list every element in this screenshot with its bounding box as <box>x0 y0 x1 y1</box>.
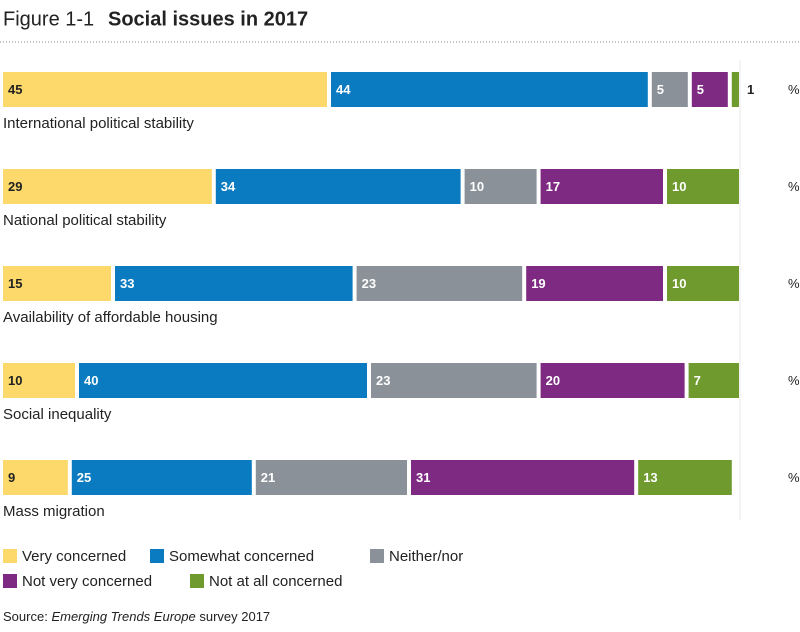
bar-segment <box>331 72 648 107</box>
bar-segment <box>667 266 739 301</box>
value-label: 13 <box>643 470 657 485</box>
bar-segment <box>3 169 212 204</box>
value-label: 10 <box>672 276 686 291</box>
legend-label: Somewhat concerned <box>169 548 314 565</box>
bar-segment <box>691 72 728 107</box>
legend-swatch <box>190 574 204 588</box>
bar-segment <box>255 460 407 495</box>
bar-segment <box>79 363 367 398</box>
category-label: National political stability <box>3 212 167 229</box>
value-label: 9 <box>8 470 15 485</box>
unit-label: % <box>788 373 800 388</box>
bar-segment <box>651 72 688 107</box>
value-label: 5 <box>657 82 664 97</box>
category-label: Mass migration <box>3 503 105 520</box>
figure-label: Figure 1-1 <box>3 8 94 30</box>
legend-swatch <box>3 574 17 588</box>
bar-segment <box>540 169 663 204</box>
legend-swatch <box>150 549 164 563</box>
chart-title: Social issues in 2017 <box>108 8 308 30</box>
legend-label: Very concerned <box>22 548 126 565</box>
legend-swatch <box>3 549 17 563</box>
bar-segment <box>688 363 739 398</box>
value-label: 29 <box>8 179 22 194</box>
value-label: 5 <box>697 82 704 97</box>
bar-segment <box>667 169 739 204</box>
bar-segment <box>411 460 635 495</box>
source: Source: Emerging Trends Europe survey 20… <box>3 609 270 624</box>
value-label: 31 <box>416 470 430 485</box>
category-label: Availability of affordable housing <box>3 309 218 326</box>
category-label: Social inequality <box>3 406 112 423</box>
source-name: Emerging Trends Europe <box>51 609 195 624</box>
value-label: 23 <box>362 276 376 291</box>
legend-label: Not at all concerned <box>209 573 342 590</box>
source-suffix: survey 2017 <box>199 609 270 624</box>
value-label: 20 <box>546 373 560 388</box>
bar-segment <box>3 266 111 301</box>
value-label: 44 <box>336 82 351 97</box>
value-label: 21 <box>261 470 275 485</box>
bar-segment <box>540 363 685 398</box>
bar-segment <box>356 266 523 301</box>
bar-segment <box>71 460 252 495</box>
bar-segment <box>115 266 353 301</box>
value-label: 7 <box>694 373 701 388</box>
bar-segment <box>371 363 537 398</box>
legend-label: Neither/nor <box>389 548 463 565</box>
unit-label: % <box>788 276 800 291</box>
bar-segment <box>731 72 739 107</box>
value-label: 34 <box>221 179 236 194</box>
value-label: 25 <box>77 470 91 485</box>
value-label: 10 <box>672 179 686 194</box>
unit-label: % <box>788 82 800 97</box>
unit-label: % <box>788 470 800 485</box>
value-label: 40 <box>84 373 98 388</box>
value-label: 10 <box>8 373 22 388</box>
bar-segment <box>464 169 537 204</box>
value-label: 23 <box>376 373 390 388</box>
value-label: 17 <box>546 179 560 194</box>
value-label: 1 <box>747 82 754 97</box>
unit-label: % <box>788 179 800 194</box>
value-label: 10 <box>470 179 484 194</box>
value-label: 15 <box>8 276 22 291</box>
legend-swatch <box>370 549 384 563</box>
bar-segment <box>3 72 327 107</box>
bar-segment <box>3 460 68 495</box>
bar-segment <box>3 363 75 398</box>
bar-segment <box>215 169 461 204</box>
category-label: International political stability <box>3 115 194 132</box>
bar-segment <box>638 460 732 495</box>
bar-segment <box>526 266 663 301</box>
value-label: 33 <box>120 276 134 291</box>
value-label: 19 <box>531 276 545 291</box>
value-label: 45 <box>8 82 22 97</box>
source-prefix: Source: <box>3 609 48 624</box>
legend-label: Not very concerned <box>22 573 152 590</box>
